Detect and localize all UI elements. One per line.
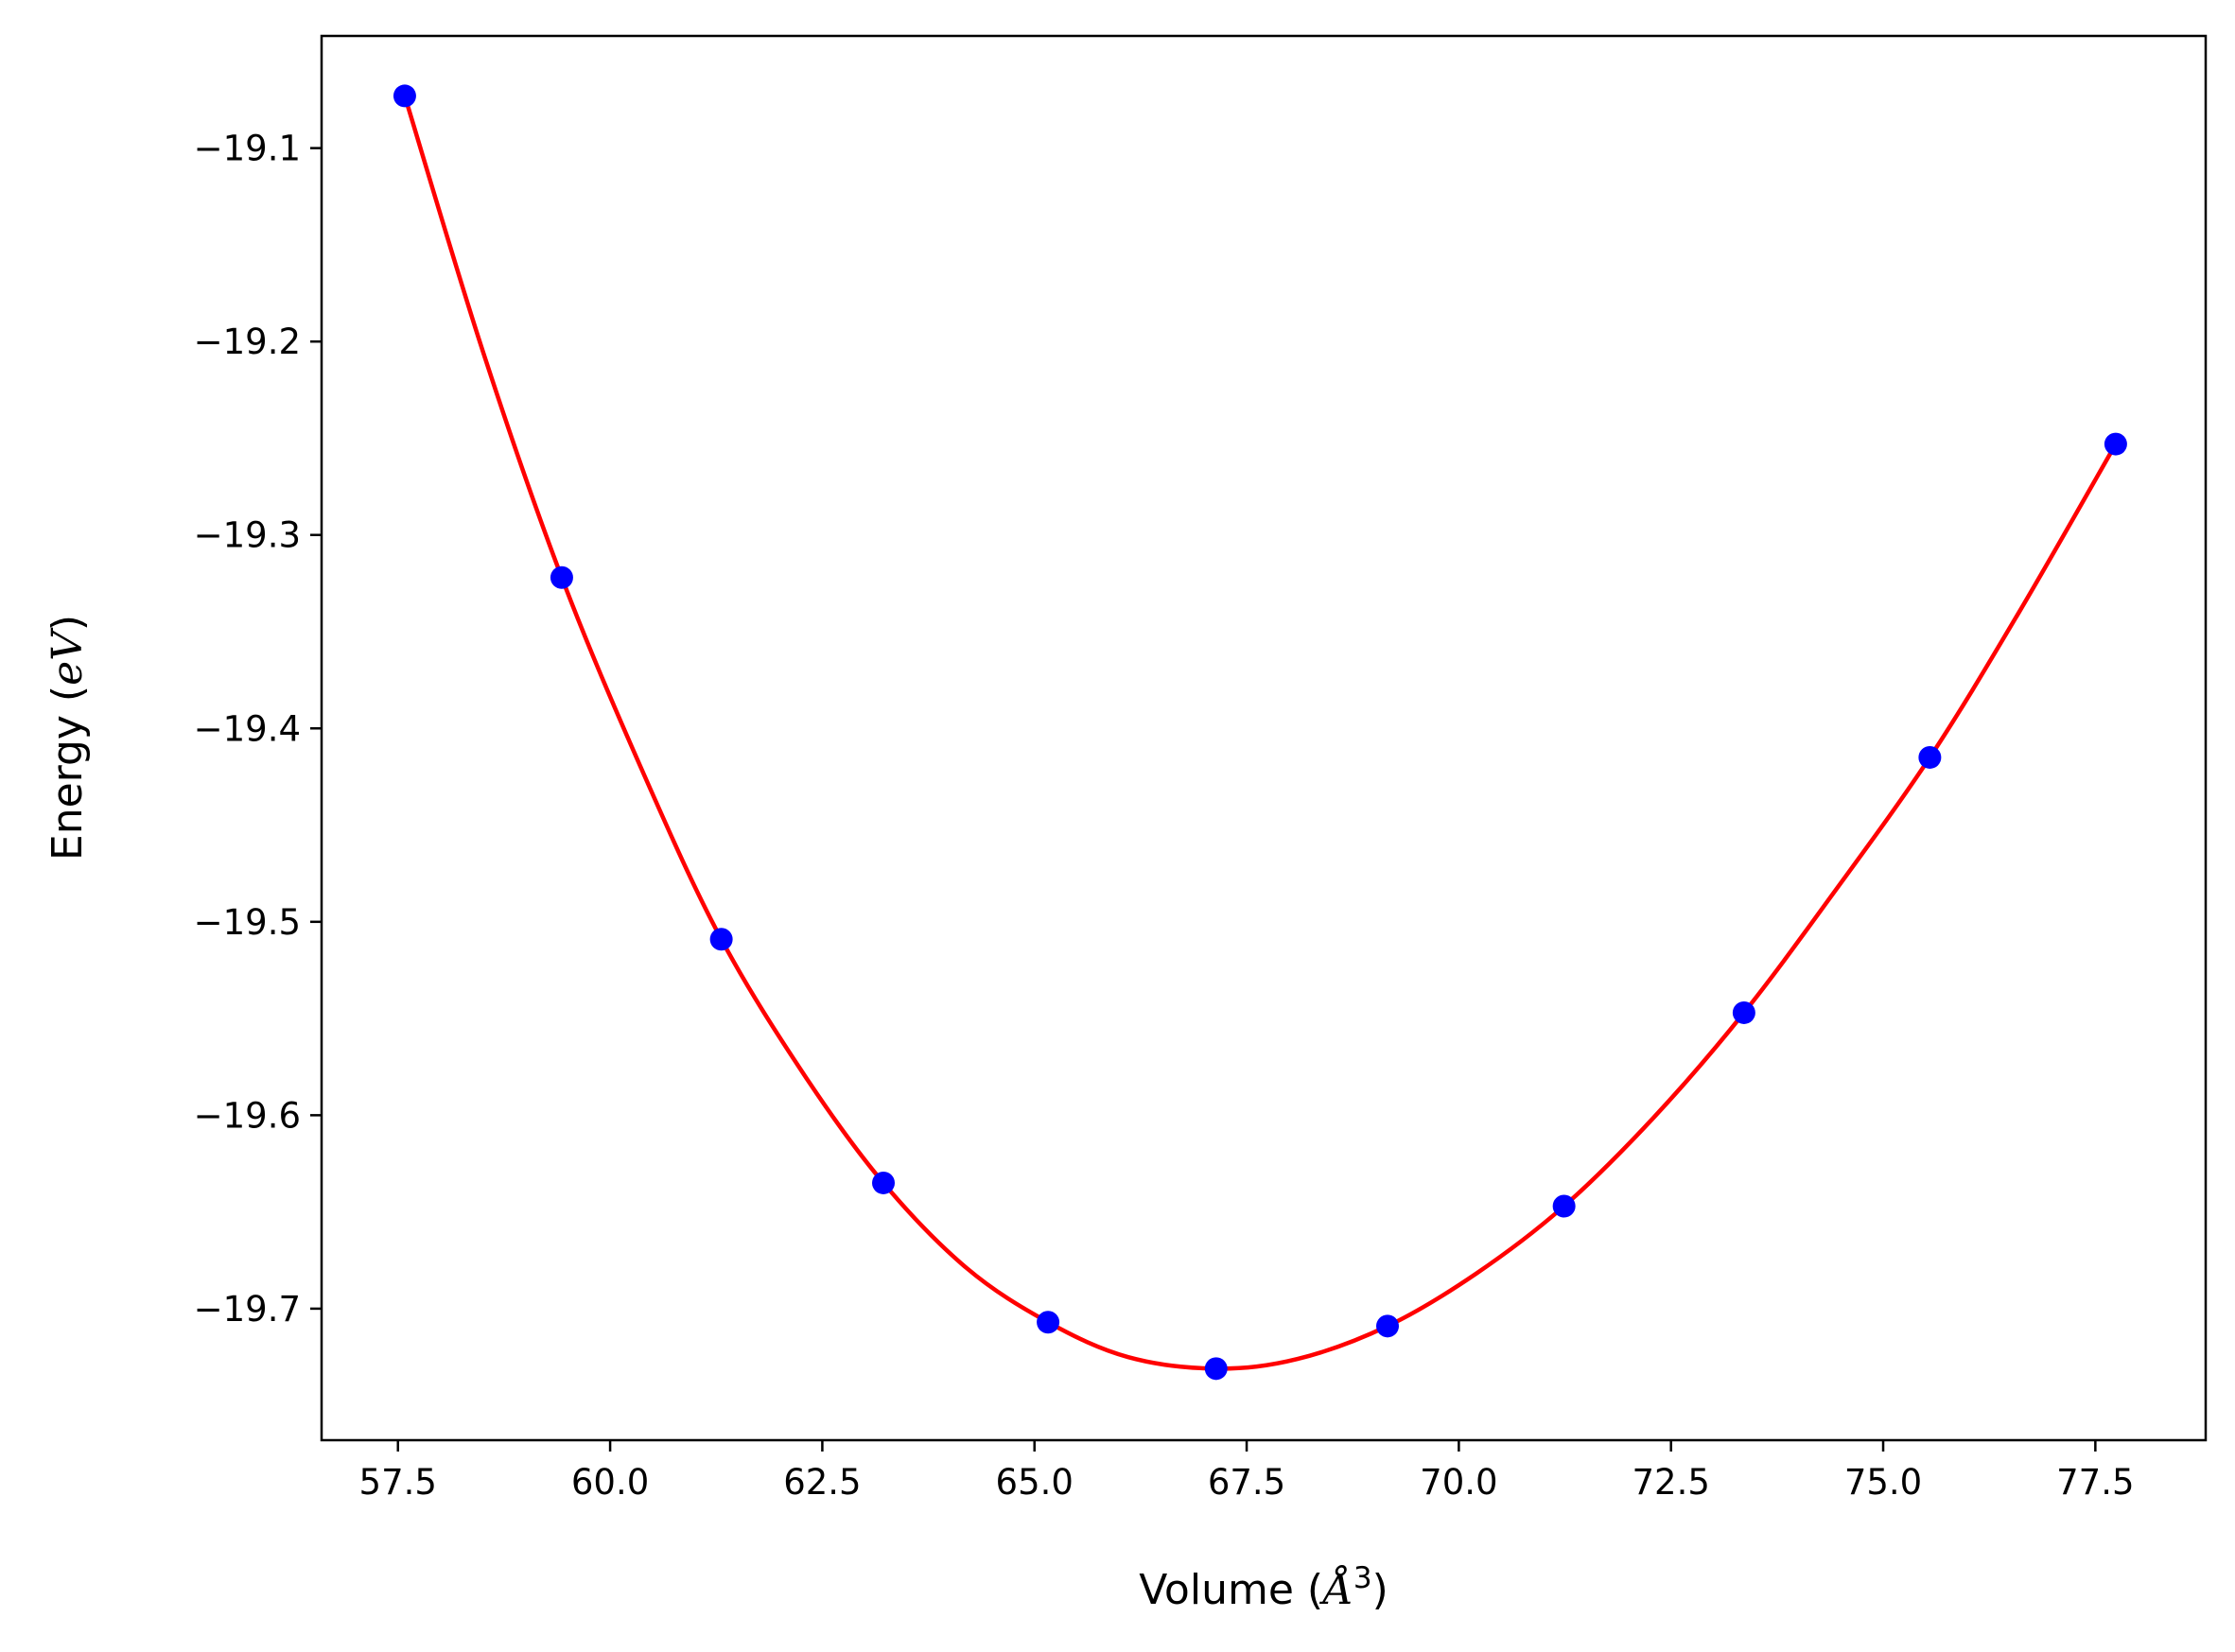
x-tick-label: 72.5 (1633, 1462, 1710, 1503)
x-tick-label: 60.0 (571, 1462, 649, 1503)
plot-area (322, 36, 2206, 1440)
data-point (393, 84, 416, 108)
x-tick-label: 57.5 (359, 1462, 437, 1503)
x-tick-label: 70.0 (1420, 1462, 1497, 1503)
y-tick-label: −19.1 (194, 129, 301, 169)
plot-frame (320, 34, 2208, 1442)
x-tick-label: 75.0 (1844, 1462, 1922, 1503)
data-point (1037, 1311, 1060, 1334)
y-tick-label: −19.2 (194, 322, 301, 362)
data-point (1552, 1194, 1576, 1218)
x-tick-label: 62.5 (783, 1462, 861, 1503)
y-axis-ticks: −19.1 −19.2 −19.3 −19.4 −19.5 −19.6 −19.7 (194, 129, 322, 1330)
x-tick-label: 77.5 (2056, 1462, 2134, 1503)
data-point (1732, 1000, 1755, 1024)
data-point (2104, 432, 2127, 456)
y-tick-label: −19.7 (194, 1289, 301, 1330)
x-axis-label: Volume (Å3) (1139, 1561, 1388, 1614)
fit-curve (402, 95, 2118, 1371)
data-point (550, 565, 573, 589)
data-point (872, 1171, 896, 1194)
y-tick-label: −19.6 (194, 1095, 301, 1136)
x-tick-label: 65.0 (996, 1462, 1074, 1503)
y-tick-label: −19.4 (194, 708, 301, 749)
data-point (709, 928, 733, 951)
y-axis-label: Energy (eV) (44, 615, 92, 861)
data-point (1376, 1314, 1400, 1338)
x-tick-label: 67.5 (1208, 1462, 1285, 1503)
data-point (1918, 745, 1942, 769)
data-point (1204, 1357, 1228, 1381)
x-axis-ticks: 57.5 60.0 62.5 65.0 67.5 70.0 72.5 75.0 77.5 (359, 1440, 2135, 1503)
y-tick-label: −19.3 (194, 515, 301, 556)
y-tick-label: −19.5 (194, 902, 301, 943)
fit-curve-layer (402, 95, 2118, 1371)
data-points-layer (393, 84, 2127, 1381)
